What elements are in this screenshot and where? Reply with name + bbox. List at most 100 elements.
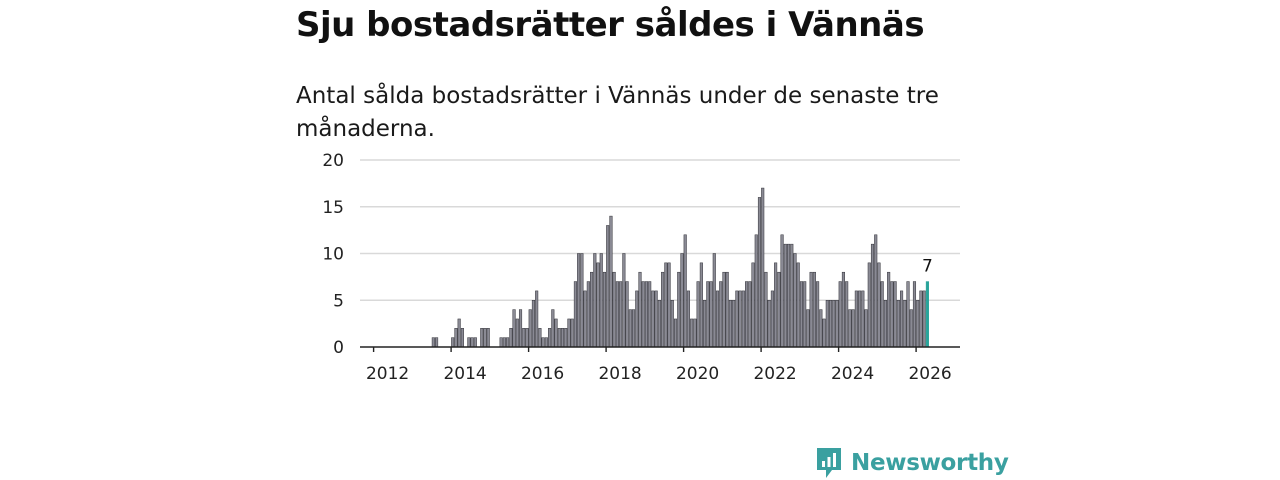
bar xyxy=(652,291,655,347)
bar xyxy=(552,310,555,347)
bar xyxy=(632,310,635,347)
bar xyxy=(629,310,632,347)
bar xyxy=(881,282,884,347)
bar xyxy=(736,291,739,347)
bar xyxy=(910,310,913,347)
bar xyxy=(920,291,923,347)
bar xyxy=(761,188,764,347)
bar xyxy=(535,291,538,347)
bar xyxy=(723,272,726,347)
bar xyxy=(626,282,629,347)
bar xyxy=(561,328,564,347)
bar xyxy=(787,244,790,347)
bar xyxy=(800,282,803,347)
bar xyxy=(852,310,855,347)
bar xyxy=(707,282,710,347)
bar xyxy=(532,300,535,347)
latest-value-label: 7 xyxy=(922,257,933,277)
bar xyxy=(635,291,638,347)
bar xyxy=(581,254,584,348)
bar xyxy=(784,244,787,347)
bar xyxy=(758,197,761,347)
bar xyxy=(458,319,461,347)
bar xyxy=(790,244,793,347)
bar xyxy=(739,291,742,347)
bar xyxy=(858,291,861,347)
bar xyxy=(661,272,664,347)
bar xyxy=(597,263,600,347)
bar xyxy=(697,282,700,347)
x-tick-label: 2026 xyxy=(908,364,951,384)
bar xyxy=(564,328,567,347)
bar xyxy=(516,319,519,347)
bar xyxy=(510,328,513,347)
bar xyxy=(668,263,671,347)
x-tick-label: 2018 xyxy=(598,364,641,384)
y-tick-label: 20 xyxy=(322,151,344,171)
bar xyxy=(829,300,832,347)
bar xyxy=(484,328,487,347)
bar xyxy=(623,254,626,348)
bar xyxy=(487,328,490,347)
bar xyxy=(665,263,668,347)
bar xyxy=(500,338,503,347)
bar xyxy=(694,319,697,347)
bar xyxy=(774,263,777,347)
bar xyxy=(816,282,819,347)
bar xyxy=(719,282,722,347)
bar xyxy=(732,300,735,347)
y-tick-label: 5 xyxy=(333,291,344,311)
bar xyxy=(584,291,587,347)
bar xyxy=(913,282,916,347)
bar xyxy=(710,282,713,347)
y-tick-label: 0 xyxy=(333,338,344,358)
bar xyxy=(700,263,703,347)
bar xyxy=(904,300,907,347)
bar xyxy=(506,338,509,347)
bar xyxy=(603,272,606,347)
bar xyxy=(671,300,674,347)
bar xyxy=(749,282,752,347)
bar xyxy=(907,282,910,347)
bar xyxy=(568,319,571,347)
bar xyxy=(836,300,839,347)
bar xyxy=(794,254,797,348)
bar xyxy=(616,282,619,347)
bar xyxy=(522,328,525,347)
bar xyxy=(529,310,532,347)
y-tick-label: 15 xyxy=(322,198,344,218)
bar-chart: 0 5 10 15 20 2012 2014 2016 2018 2020 2022 2024 202… xyxy=(0,0,1280,480)
bar xyxy=(658,300,661,347)
bar xyxy=(810,272,813,347)
bar xyxy=(684,235,687,347)
brand-name: Newsworthy xyxy=(851,450,1009,476)
bar xyxy=(645,282,648,347)
bar xyxy=(677,272,680,347)
bar xyxy=(539,328,542,347)
bar xyxy=(887,272,890,347)
bar xyxy=(897,300,900,347)
bar xyxy=(619,282,622,347)
bar xyxy=(865,310,868,347)
bar xyxy=(571,319,574,347)
bar xyxy=(513,310,516,347)
y-tick-label: 10 xyxy=(322,245,344,265)
bar xyxy=(703,300,706,347)
bar xyxy=(742,291,745,347)
x-tick-label: 2022 xyxy=(753,364,796,384)
bar xyxy=(474,338,477,347)
x-tick-label: 2012 xyxy=(366,364,409,384)
bar xyxy=(577,254,580,348)
bar xyxy=(771,291,774,347)
x-axis: 2012 2014 2016 2018 2020 2022 2024 2026 xyxy=(360,347,960,384)
bar xyxy=(781,235,784,347)
bar xyxy=(713,254,716,348)
bar xyxy=(868,263,871,347)
bar xyxy=(455,328,458,347)
bar xyxy=(594,254,597,348)
bar xyxy=(849,310,852,347)
bar xyxy=(807,310,810,347)
bar xyxy=(681,254,684,348)
bar xyxy=(480,328,483,347)
bar xyxy=(855,291,858,347)
